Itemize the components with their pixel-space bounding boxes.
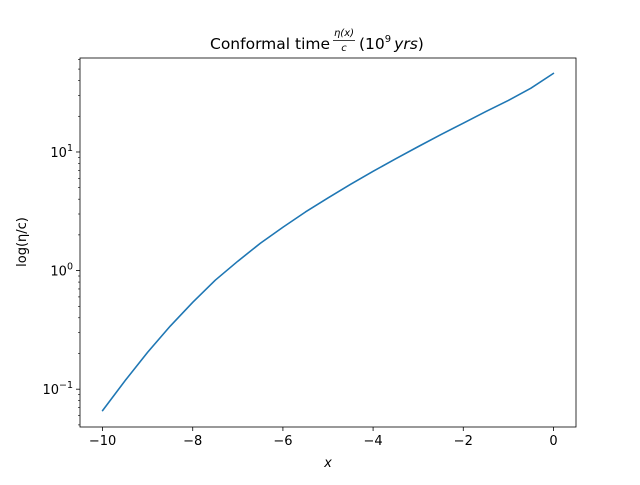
x-axis-ticks: −10 −8 −6 −4 −2 0 [89,427,558,449]
y-axis-ticks: 10−1 100 101 [42,59,80,426]
title-units-open: (10 [359,35,385,53]
y-tick-label: 101 [50,143,73,161]
series-line-0 [101,72,555,412]
x-tick-label: −8 [183,434,202,449]
title-frac-numerator: η(x) [334,28,354,39]
y-tick-label: 10−1 [42,380,73,398]
x-axis-label: x [323,456,332,471]
x-tick-label: −10 [89,434,116,449]
y-axis-label: log(η/c) [15,217,30,267]
plot-area-frame [79,57,577,428]
title-prefix: Conformal time [210,35,330,53]
x-tick-label: −2 [454,434,473,449]
title-units-close: ) [418,35,424,53]
title-units-superscript: 9 [385,34,391,45]
y-tick-label: 100 [50,262,73,280]
title-units: (109 yrs) [359,34,424,53]
x-tick-label: 0 [549,434,557,449]
x-tick-label: −4 [364,434,383,449]
title-units-name: yrs [393,35,418,53]
chart-title: Conformal time η(x) c (109 yrs) [210,28,424,54]
series-layer [101,72,555,412]
x-tick-label: −6 [273,434,292,449]
title-frac-denominator: c [341,43,347,54]
